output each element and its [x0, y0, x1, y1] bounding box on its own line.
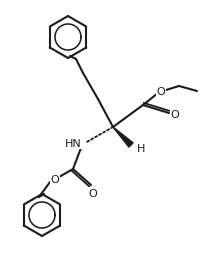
Text: H: H — [137, 144, 145, 153]
Text: O: O — [171, 109, 179, 120]
Text: O: O — [51, 174, 59, 184]
Text: O: O — [157, 87, 165, 97]
Text: HN: HN — [65, 138, 82, 148]
Polygon shape — [113, 128, 133, 148]
Text: O: O — [89, 188, 97, 198]
